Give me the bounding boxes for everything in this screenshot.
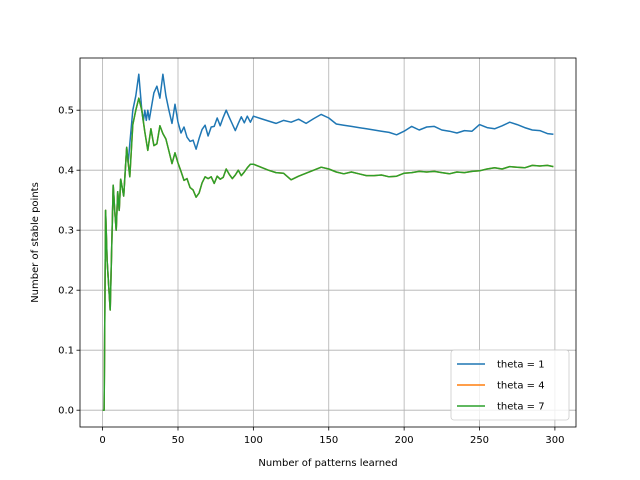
x-tick-label: 100 (244, 435, 263, 446)
x-axis-label: Number of patterns learned (258, 458, 397, 469)
x-tick-label: 300 (545, 435, 564, 446)
y-tick-label: 0.5 (58, 106, 74, 117)
legend: theta = 1 theta = 4 theta = 7 (450, 349, 570, 421)
x-tick-label: 150 (319, 435, 338, 446)
x-tick-label: 0 (99, 435, 105, 446)
plot-frame (79, 57, 577, 428)
y-axis: 0.0 0.1 0.2 0.3 0.4 0.5 (58, 106, 80, 417)
y-tick-label: 0.4 (58, 166, 74, 177)
y-tick-label: 0.0 (58, 406, 74, 417)
y-axis-label: Number of stable points (30, 182, 41, 303)
x-axis: 0 50 100 150 200 250 300 (99, 427, 564, 446)
series-line-1 (102, 73, 554, 411)
legend-box (450, 349, 570, 421)
series-layer (102, 73, 554, 411)
x-tick-label: 250 (470, 435, 489, 446)
legend-label-1: theta = 1 (497, 360, 545, 371)
x-tick-label: 200 (395, 435, 414, 446)
y-tick-label: 0.3 (58, 226, 74, 237)
legend-label-2: theta = 4 (497, 381, 545, 392)
legend-label-3: theta = 7 (497, 402, 545, 413)
series-line-3 (102, 97, 554, 411)
x-tick-label: 50 (172, 435, 185, 446)
y-tick-label: 0.1 (58, 346, 74, 357)
y-tick-label: 0.2 (58, 286, 74, 297)
